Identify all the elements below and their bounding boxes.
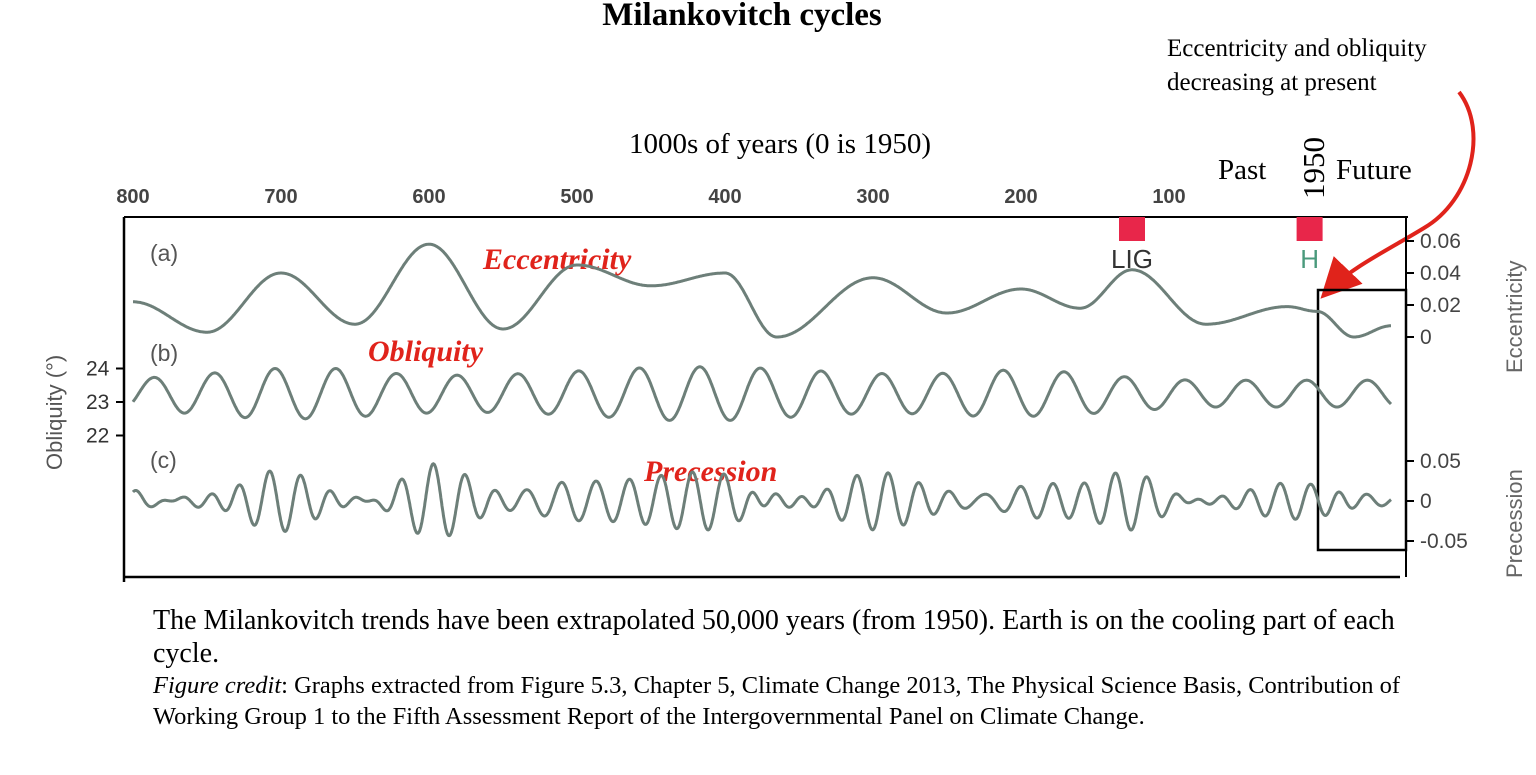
x-tick-label: 600 [412,186,445,208]
caption-main: The Milankovitch trends have been extrap… [153,605,1395,669]
right-axes: 0.06 0.04 0.02 0 0.05 0 -0.05 [1406,230,1468,553]
precession-tick-label: -0.05 [1420,530,1468,553]
present-extrapolation-box [1316,288,1408,552]
obliquity-axis: 24 23 22 [86,358,124,448]
precession-series [131,462,1392,538]
milankovitch-figure: Milankovitch cycles 1000s of years (0 is… [42,0,1527,582]
annotation-line-1: Eccentricity and obliquity [1167,35,1427,62]
eccentricity-tick-label: 0 [1420,326,1432,349]
caption-credit-text: : Graphs extracted from Figure 5.3, Chap… [153,672,1400,730]
x-tick-label: 400 [708,186,741,208]
panel-b-letter: (b) [150,340,178,366]
present-year-label: 1950 [1296,137,1331,199]
marker-h-label: H [1300,244,1319,274]
x-tick-label: 800 [116,186,149,208]
obliquity-tick-label: 23 [86,391,109,414]
eccentricity-series [133,242,1391,339]
marker-h-box [1296,217,1323,241]
caption: The Milankovitch trends have been extrap… [153,604,1453,732]
panel-c-letter: (c) [150,447,177,473]
caption-credit-label: Figure credit [153,672,282,699]
x-tick-label: 500 [560,186,593,208]
precession-tick-label: 0 [1420,490,1432,513]
annotation-line-2: decreasing at present [1167,69,1377,96]
precession-title: Precession [643,455,777,488]
obliquity-title: Obliquity [368,335,484,368]
series-group [131,242,1393,538]
annotation-arrow [1320,90,1476,299]
x-tick-label: 100 [1152,186,1185,208]
obliquity-tick-label: 24 [86,358,110,381]
x-tick-label: 300 [856,186,889,208]
marker-lig-box [1119,217,1145,241]
precession-axis-title: Precession [1502,469,1527,578]
obliquity-axis-title: Obliquity (°) [42,355,67,470]
x-tick-labels: 800 700 600 500 400 300 200 100 [116,186,1185,208]
obliquity-tick-label: 22 [86,425,109,448]
eccentricity-tick-label: 0.02 [1420,294,1461,317]
eccentricity-tick-label: 0.04 [1420,262,1461,285]
panel-a-letter: (a) [150,240,178,266]
chart-title: Milankovitch cycles [602,0,882,33]
precession-tick-label: 0.05 [1420,450,1461,473]
eccentricity-tick-label: 0.06 [1420,230,1461,253]
future-label: Future [1336,154,1412,186]
event-markers: LIG H [1111,217,1323,274]
caption-credit: Figure credit: Graphs extracted from Fig… [153,670,1453,732]
eccentricity-axis-title: Eccentricity [1502,261,1527,373]
obliquity-series [131,365,1393,422]
x-axis-label: 1000s of years (0 is 1950) [629,128,931,160]
past-label: Past [1218,154,1266,186]
eccentricity-title: Eccentricity [482,243,632,276]
x-tick-label: 700 [264,186,297,208]
x-tick-label: 200 [1004,186,1037,208]
